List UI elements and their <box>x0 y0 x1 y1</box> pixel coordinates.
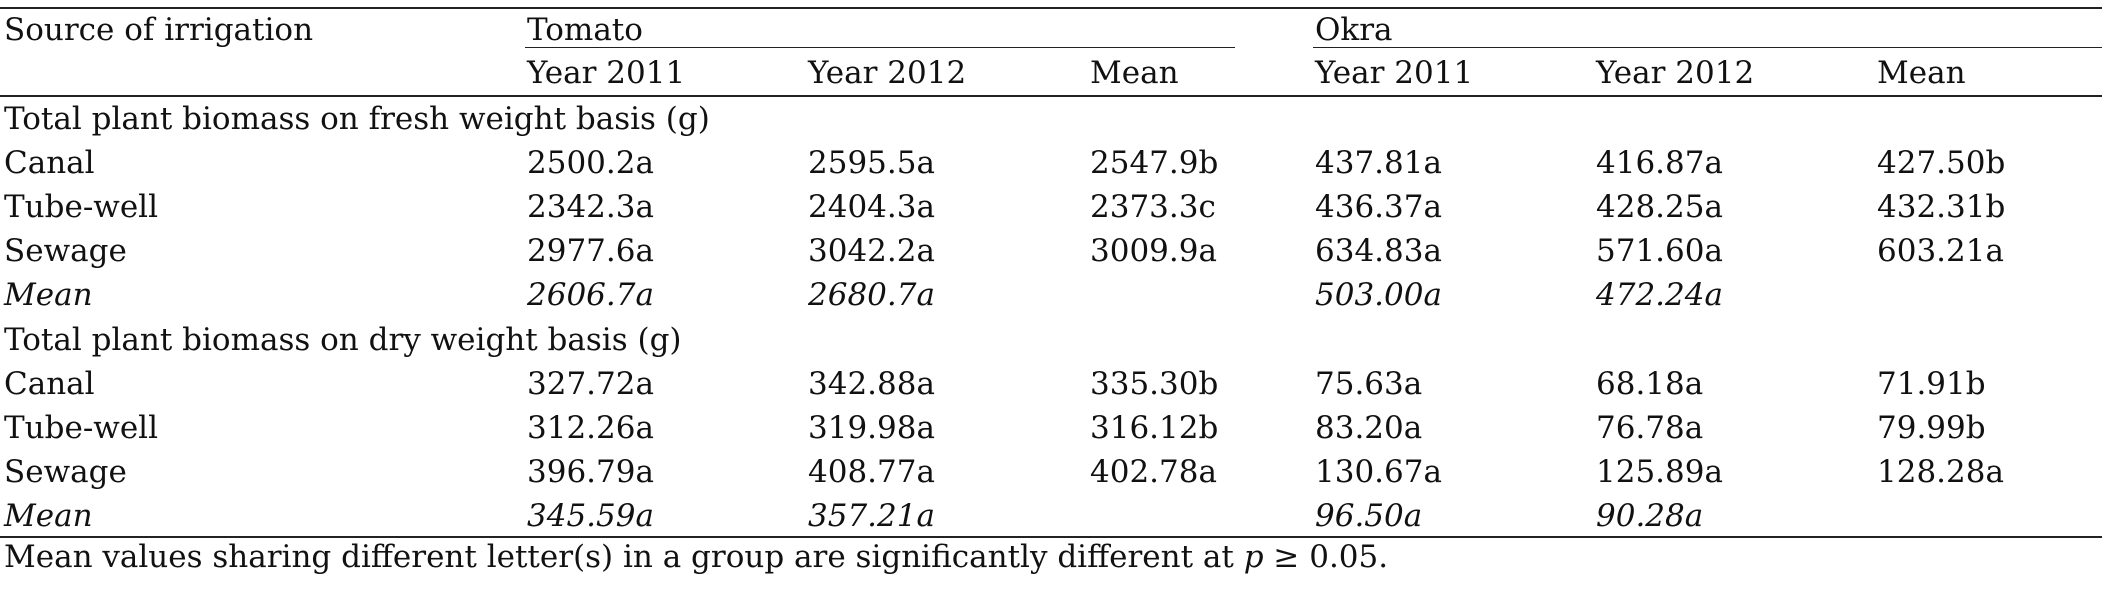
okra-subheader-rule <box>1313 47 2102 48</box>
table-cell-mean: 90.28a <box>1596 498 1704 534</box>
bottom-rule <box>0 536 2102 538</box>
table-cell: 128.28a <box>1877 454 2004 490</box>
table-cell: 335.30b <box>1090 366 1219 402</box>
table-cell: 125.89a <box>1596 454 1723 490</box>
table-cell: 416.87a <box>1596 145 1723 181</box>
table-cell: 327.72a <box>527 366 654 402</box>
table-cell: 2977.6a <box>527 233 654 269</box>
table-cell: 427.50b <box>1877 145 2006 181</box>
table-cell: 2500.2a <box>527 145 654 181</box>
table-cell: 396.79a <box>527 454 654 490</box>
table-cell-mean: 472.24a <box>1596 277 1723 313</box>
header-bottom-rule <box>0 95 2102 97</box>
table-cell-mean: 503.00a <box>1315 277 1442 313</box>
footnote-text: Mean values sharing different letter(s) … <box>4 539 1244 575</box>
table-cell: 68.18a <box>1596 366 1704 402</box>
row-label-mean: Mean <box>4 498 93 534</box>
footnote-threshold: ≥ 0.05. <box>1263 539 1389 575</box>
table-cell: 2373.3c <box>1090 189 1216 225</box>
table-cell: 130.67a <box>1315 454 1442 490</box>
table-cell: 3009.9a <box>1090 233 1217 269</box>
table-cell: 2595.5a <box>808 145 935 181</box>
table-cell: 312.26a <box>527 410 654 446</box>
header-group-okra: Okra <box>1315 12 1393 48</box>
header-group-tomato: Tomato <box>527 12 643 48</box>
subheader-okra-2012: Year 2012 <box>1596 55 1755 91</box>
footnote-p-variable: p <box>1243 539 1264 575</box>
table-cell: 402.78a <box>1090 454 1217 490</box>
table-cell: 432.31b <box>1877 189 2006 225</box>
table-cell: 571.60a <box>1596 233 1723 269</box>
row-label-mean: Mean <box>4 277 93 313</box>
row-label: Sewage <box>4 233 127 269</box>
subheader-tomato-2011: Year 2011 <box>527 55 686 91</box>
table-cell: 83.20a <box>1315 410 1423 446</box>
table-cell: 634.83a <box>1315 233 1442 269</box>
table-cell: 437.81a <box>1315 145 1442 181</box>
section-title-dry-weight: Total plant biomass on dry weight basis … <box>4 322 682 358</box>
row-label: Sewage <box>4 454 127 490</box>
top-rule <box>0 7 2102 9</box>
header-source-of-irrigation: Source of irrigation <box>4 12 314 48</box>
row-label: Tube-well <box>4 189 159 225</box>
table-cell: 3042.2a <box>808 233 935 269</box>
table-cell: 71.91b <box>1877 366 1986 402</box>
row-label: Tube-well <box>4 410 159 446</box>
table-cell: 319.98a <box>808 410 935 446</box>
table-cell: 603.21a <box>1877 233 2004 269</box>
subheader-okra-mean: Mean <box>1877 55 1966 91</box>
section-title-fresh-weight: Total plant biomass on fresh weight basi… <box>4 101 710 137</box>
table-cell: 75.63a <box>1315 366 1423 402</box>
table-cell: 316.12b <box>1090 410 1219 446</box>
table-cell-mean: 2606.7a <box>527 277 654 313</box>
table-cell: 79.99b <box>1877 410 1986 446</box>
table-cell: 342.88a <box>808 366 935 402</box>
row-label: Canal <box>4 145 95 181</box>
subheader-tomato-mean: Mean <box>1090 55 1179 91</box>
subheader-okra-2011: Year 2011 <box>1315 55 1474 91</box>
table-cell: 408.77a <box>808 454 935 490</box>
tomato-subheader-rule <box>525 47 1235 48</box>
table-cell-mean: 96.50a <box>1315 498 1423 534</box>
table-cell: 2342.3a <box>527 189 654 225</box>
table-cell: 2547.9b <box>1090 145 1219 181</box>
table-cell: 428.25a <box>1596 189 1723 225</box>
table-cell: 2404.3a <box>808 189 935 225</box>
row-label: Canal <box>4 366 95 402</box>
table-cell: 76.78a <box>1596 410 1704 446</box>
table-cell: 436.37a <box>1315 189 1442 225</box>
table-cell-mean: 345.59a <box>527 498 654 534</box>
table-cell-mean: 2680.7a <box>808 277 935 313</box>
table-cell-mean: 357.21a <box>808 498 935 534</box>
table-footnote: Mean values sharing different letter(s) … <box>4 537 1388 577</box>
subheader-tomato-2012: Year 2012 <box>808 55 967 91</box>
